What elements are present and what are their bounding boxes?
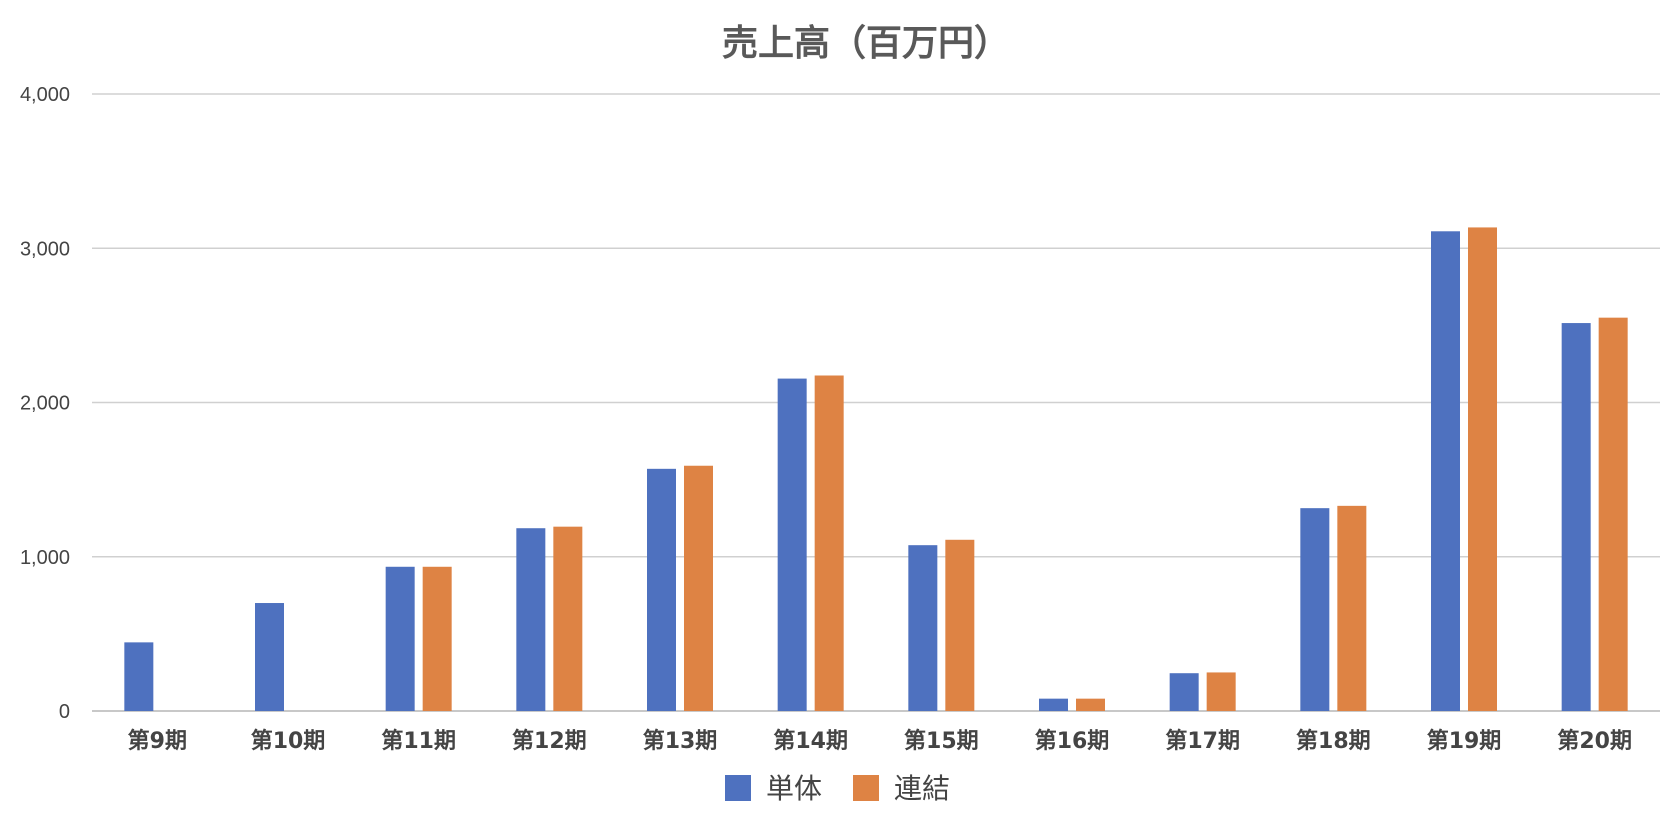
bar-tantai [1561,323,1591,711]
x-tick-label: 第10期 [251,728,326,754]
x-tick-label: 第13期 [643,728,718,754]
bar-tantai [1039,698,1068,711]
bar-renketsu [814,375,844,711]
bar-renketsu [945,539,975,711]
x-tick-label: 第12期 [512,728,587,754]
x-tick-label: 第20期 [1557,728,1632,754]
bar-tantai [516,528,546,711]
bar-renketsu [1206,672,1236,711]
bar-tantai [1169,673,1199,711]
chart-title: 売上高（百万円） [722,23,1010,64]
bar-renketsu [553,526,583,711]
legend-label-renketsu: 連結 [894,772,950,805]
x-tick-label: 第11期 [381,728,456,754]
bar-tantai [777,378,807,711]
x-tick-label: 第15期 [904,728,979,754]
legend: 単体 連結 [725,772,950,805]
y-axis-ticks: 0 1,000 2,000 3,000 4,000 [20,84,70,723]
x-tick-label: 第16期 [1035,728,1110,754]
x-tick-label: 第19期 [1427,728,1502,754]
x-axis-ticks: 第9期 第10期 第11期 第12期 第13期 第14期 第15期 第16期 第17期 第18期 第… [128,728,1632,754]
bars [124,227,1628,711]
legend-swatch-tantai [725,775,751,801]
legend-swatch-renketsu [853,775,879,801]
y-tick-label: 4,000 [20,84,70,106]
bar-renketsu [684,465,713,711]
y-tick-label: 1,000 [20,547,70,569]
x-tick-label: 第14期 [773,728,848,754]
bar-tantai [1431,231,1460,711]
bar-renketsu [1468,227,1497,711]
bar-renketsu [1337,505,1367,711]
bar-tantai [647,468,676,711]
bar-tantai [124,642,154,711]
bar-tantai [1300,508,1330,711]
y-tick-label: 2,000 [20,393,70,415]
y-tick-label: 0 [59,701,70,723]
x-tick-label: 第9期 [128,728,187,754]
bar-renketsu [1076,698,1105,711]
y-tick-label: 3,000 [20,238,70,260]
bar-tantai [385,566,415,711]
bar-renketsu [1598,317,1628,711]
bar-tantai [255,603,284,711]
bar-tantai [908,545,938,711]
x-tick-label: 第17期 [1165,728,1240,754]
bar-renketsu [422,566,452,711]
x-tick-label: 第18期 [1296,728,1371,754]
gridlines [92,93,1660,712]
legend-label-tantai: 単体 [766,772,822,805]
